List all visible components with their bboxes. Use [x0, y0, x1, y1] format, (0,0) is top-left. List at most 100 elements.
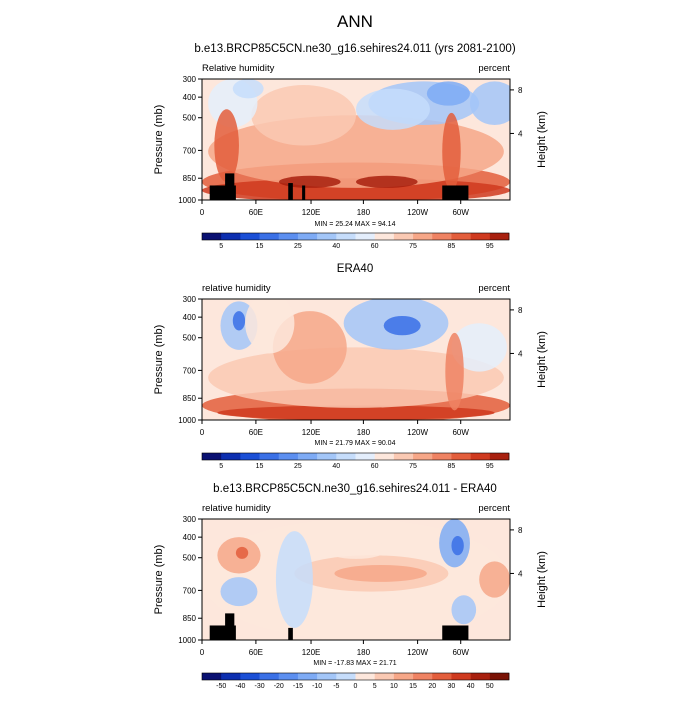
panel-3: b.e13.BRCP85C5CN.ne30_g16.sehires24.011 …: [153, 483, 548, 690]
x-tick-label: 60W: [452, 648, 469, 657]
topography-mask: [225, 613, 235, 640]
contour-region: [356, 88, 430, 130]
y-tick-label: 400: [183, 93, 197, 102]
contour-region: [445, 332, 464, 411]
contour-region: [426, 81, 470, 106]
colorbar-frame: [201, 232, 510, 241]
topography-mask: [442, 185, 469, 200]
colorbar-swatch: [413, 673, 433, 680]
panel-right-label: percent: [478, 503, 510, 514]
y2-tick-label: 4: [518, 129, 523, 138]
colorbar-label: 50: [486, 683, 494, 690]
colorbar-label: 20: [428, 683, 436, 690]
colorbar-label: 60: [371, 463, 379, 470]
y-tick-label: 850: [183, 174, 197, 183]
panel-1: b.e13.BRCP85C5CN.ne30_g16.sehires24.011 …: [153, 43, 548, 250]
colorbar-label: 25: [294, 243, 302, 250]
colorbar-swatch: [297, 453, 318, 460]
y-tick-label: 700: [183, 586, 197, 595]
colorbar-swatch: [489, 453, 510, 460]
topography-mask: [225, 173, 235, 200]
colorbar-label: 15: [409, 683, 417, 690]
contour-region: [232, 79, 264, 99]
contour-region: [279, 175, 341, 188]
y-axis-title: Pressure (mb): [153, 545, 165, 615]
colorbar-swatch: [240, 233, 260, 240]
colorbar-swatch: [393, 453, 414, 460]
y-tick-label: 1000: [178, 196, 196, 205]
y-tick-label: 400: [183, 313, 197, 322]
colorbar-label: 30: [448, 683, 456, 690]
colorbar-label: -30: [255, 683, 265, 690]
colorbar-label: 5: [219, 463, 223, 470]
contour-region: [334, 564, 427, 582]
y2-axis-title: Height (km): [536, 551, 548, 608]
colorbar-label: -5: [333, 683, 339, 690]
colorbar-swatch: [451, 673, 471, 680]
colorbar-label: -15: [293, 683, 303, 690]
colorbar: -50 -40 -30 -20 -15 -10 -5 0 5 10 15 20 30 40 50: [201, 672, 510, 690]
x-tick-label: 180: [357, 208, 371, 217]
y2-tick-label: 4: [518, 569, 523, 578]
y-tick-label: 700: [183, 146, 197, 155]
y2-tick-label: 8: [518, 306, 523, 315]
y-tick-label: 300: [183, 515, 197, 524]
colorbar-label: 5: [219, 243, 223, 250]
colorbar-label: 95: [486, 463, 494, 470]
contour-field: [202, 519, 510, 640]
contour-region: [451, 535, 464, 556]
colorbar-swatch: [374, 453, 395, 460]
x-tick-label: 120W: [407, 208, 428, 217]
colorbar-label: 75: [409, 243, 417, 250]
y-tick-label: 1000: [178, 636, 196, 645]
y2-axis-title: Height (km): [536, 111, 548, 168]
y-tick-label: 500: [183, 334, 197, 343]
contour-field: [202, 299, 510, 420]
y-tick-label: 500: [183, 554, 197, 563]
colorbar-swatch: [470, 673, 491, 680]
colorbar-label: 85: [448, 243, 456, 250]
colorbar-label: 25: [294, 463, 302, 470]
colorbar-frame: [201, 672, 510, 681]
contour-region: [479, 561, 510, 598]
colorbar-label: 10: [390, 683, 398, 690]
contour-region: [451, 323, 507, 372]
colorbar-swatch: [297, 233, 318, 240]
x-tick-label: 60W: [452, 208, 469, 217]
contour-region: [214, 109, 239, 182]
colorbar-swatch: [202, 233, 222, 240]
colorbar-swatch: [297, 673, 318, 680]
min-max-stats: MIN = -17.83 MAX = 21.71: [313, 660, 396, 667]
colorbar-swatch: [489, 673, 510, 680]
colorbar-swatch: [336, 453, 356, 460]
topography-mask: [442, 625, 469, 640]
x-tick-label: 120E: [302, 208, 321, 217]
contour-region: [202, 178, 510, 200]
contour-region: [251, 85, 356, 146]
contour-region: [383, 315, 421, 336]
contour-region: [275, 531, 313, 628]
panel-title: b.e13.BRCP85C5CN.ne30_g16.sehires24.011 …: [213, 483, 497, 495]
x-tick-label: 120E: [302, 428, 321, 437]
x-tick-label: 0: [200, 208, 205, 217]
x-tick-label: 60E: [249, 648, 263, 657]
contour-region: [442, 112, 461, 191]
y2-axis-title: Height (km): [536, 331, 548, 388]
colorbar-label: -20: [274, 683, 284, 690]
colorbar-swatch: [317, 453, 337, 460]
y2-tick-label: 8: [518, 86, 523, 95]
colorbar-swatch: [278, 233, 299, 240]
x-tick-label: 180: [357, 648, 371, 657]
colorbar-label: 85: [448, 463, 456, 470]
colorbar-swatch: [278, 453, 299, 460]
contour-region: [325, 539, 387, 559]
y-tick-label: 700: [183, 366, 197, 375]
colorbar-swatch: [221, 233, 241, 240]
panel-left-label: relative humidity: [202, 283, 271, 294]
colorbar-swatch: [413, 453, 433, 460]
x-tick-label: 0: [200, 428, 205, 437]
colorbar-swatch: [336, 673, 356, 680]
colorbar-swatch: [393, 673, 414, 680]
colorbar-label: -50: [216, 683, 226, 690]
